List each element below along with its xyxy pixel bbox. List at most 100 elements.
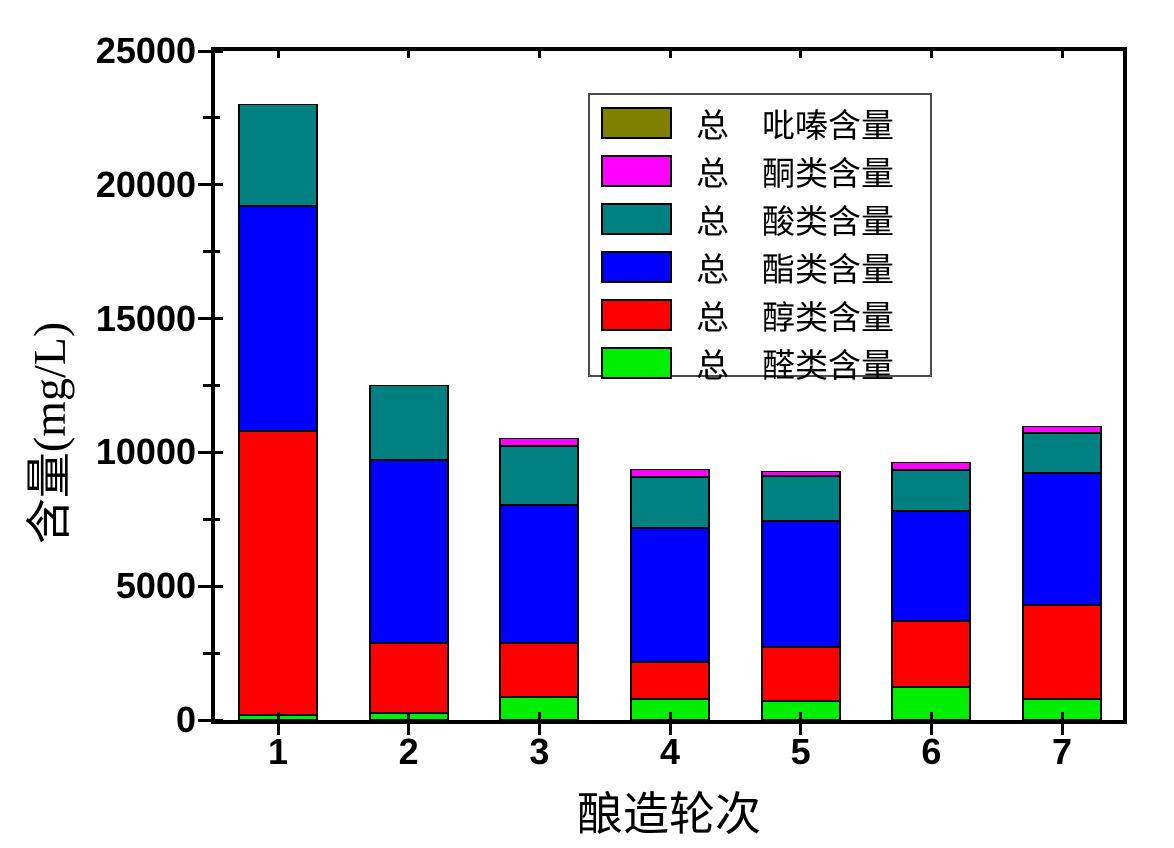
y-tick-inner xyxy=(215,49,223,53)
x-major-tick xyxy=(407,724,411,735)
x-tick-inner xyxy=(1060,712,1064,720)
bar-segment xyxy=(499,446,580,505)
x-tick-top-inner xyxy=(799,51,803,58)
y-tick-inner xyxy=(215,718,223,722)
x-tick-label: 6 xyxy=(921,731,942,772)
y-minor-tick xyxy=(203,384,211,387)
y-tick-label: 0 xyxy=(175,699,196,740)
y-major-tick xyxy=(198,317,211,321)
y-major-tick xyxy=(198,49,211,53)
y-tick-inner xyxy=(215,183,223,187)
x-tick-label: 1 xyxy=(267,731,289,772)
x-major-tick xyxy=(668,724,672,735)
bar-segment xyxy=(760,521,841,647)
y-major-tick xyxy=(198,584,211,588)
y-tick-inner xyxy=(215,116,220,120)
x-tick-top-inner xyxy=(407,51,411,58)
y-tick-label: 10000 xyxy=(95,431,196,473)
y-tick-inner xyxy=(215,584,223,588)
y-minor-tick xyxy=(203,651,211,655)
bar-segment xyxy=(891,511,972,621)
x-tick-inner xyxy=(407,712,411,720)
x-major-tick xyxy=(929,724,933,735)
bar-segment xyxy=(630,662,710,699)
y-minor-tick xyxy=(203,250,211,254)
y-tick-label: 20000 xyxy=(95,163,196,205)
x-tick-top-inner xyxy=(276,51,280,58)
bar-segment xyxy=(891,470,972,511)
bar-segment xyxy=(760,476,841,521)
x-tick-inner xyxy=(929,712,933,720)
y-minor-tick xyxy=(203,116,211,120)
legend-swatch xyxy=(601,203,672,235)
bar-segment xyxy=(891,621,972,687)
legend-label: 总 醛类含量 xyxy=(696,349,894,385)
bar-segment xyxy=(630,528,710,662)
legend-label: 总 酮类含量 xyxy=(696,157,894,193)
bar-segment xyxy=(1022,426,1103,433)
y-major-tick xyxy=(198,450,211,454)
bar-segment xyxy=(368,643,449,713)
y-tick-inner xyxy=(215,651,220,655)
x-tick-inner xyxy=(537,712,541,720)
x-tick-label: 2 xyxy=(398,731,419,772)
stacked-bar-7 xyxy=(1022,426,1103,720)
bar-segment xyxy=(238,431,318,715)
y-major-tick xyxy=(198,718,211,722)
x-tick-inner xyxy=(276,712,280,720)
x-tick-inner xyxy=(799,712,803,720)
bar-segment xyxy=(1022,605,1103,699)
x-tick-top-inner xyxy=(668,51,672,58)
stacked-bar-2 xyxy=(368,385,449,720)
bar-segment xyxy=(499,438,580,446)
stacked-bar-6 xyxy=(891,462,972,720)
x-tick-top-inner xyxy=(537,51,541,58)
y-tick-label: 5000 xyxy=(115,565,196,607)
legend-label: 总 酯类含量 xyxy=(696,253,894,289)
legend-item: 总 醛类含量 xyxy=(590,339,930,387)
stacked-bar-5 xyxy=(760,471,841,720)
x-major-tick xyxy=(1060,724,1064,735)
legend-swatch xyxy=(601,251,672,283)
legend-item: 总 酯类含量 xyxy=(590,243,930,291)
x-tick-label: 5 xyxy=(790,731,811,772)
x-tick-top-inner xyxy=(929,51,933,58)
y-tick-inner xyxy=(215,317,223,321)
legend-label: 总 醇类含量 xyxy=(696,301,894,337)
x-tick-label: 3 xyxy=(529,731,550,772)
x-axis-title: 酿造轮次 xyxy=(577,789,761,840)
legend-label: 总 酸类含量 xyxy=(696,205,894,241)
legend-item: 总 酸类含量 xyxy=(590,195,930,243)
bar-segment xyxy=(238,104,318,206)
x-tick-inner xyxy=(668,712,672,720)
y-major-tick xyxy=(198,183,211,187)
legend-item: 总 醇类含量 xyxy=(590,291,930,339)
legend-item: 总 吡嗪含量 xyxy=(590,99,930,147)
y-tick-label: 15000 xyxy=(95,297,196,339)
stacked-bar-3 xyxy=(499,438,580,720)
bar-segment xyxy=(499,643,580,697)
y-tick-inner xyxy=(215,517,220,521)
legend-label: 总 吡嗪含量 xyxy=(696,109,894,145)
y-minor-tick xyxy=(203,517,211,521)
bar-segment xyxy=(630,477,710,528)
legend-swatch xyxy=(601,347,672,379)
legend-swatch xyxy=(601,107,672,139)
bar-segment xyxy=(499,505,580,643)
bar-segment xyxy=(238,206,318,431)
bar-segment xyxy=(891,462,972,470)
legend: 总 吡嗪含量总 酮类含量总 酸类含量总 酯类含量总 醇类含量总 醛类含量 xyxy=(588,93,932,385)
bar-segment xyxy=(1022,473,1103,605)
legend-item: 总 酮类含量 xyxy=(590,147,930,195)
y-tick-label: 25000 xyxy=(95,30,196,71)
x-major-tick xyxy=(276,724,280,735)
x-tick-top-inner xyxy=(1060,51,1064,58)
x-major-tick xyxy=(537,724,541,735)
x-major-tick xyxy=(799,724,803,735)
y-tick-inner xyxy=(215,250,220,254)
bar-segment xyxy=(630,469,710,477)
bar-segment xyxy=(368,385,449,460)
y-tick-inner xyxy=(215,384,220,387)
y-tick-inner xyxy=(215,450,223,454)
